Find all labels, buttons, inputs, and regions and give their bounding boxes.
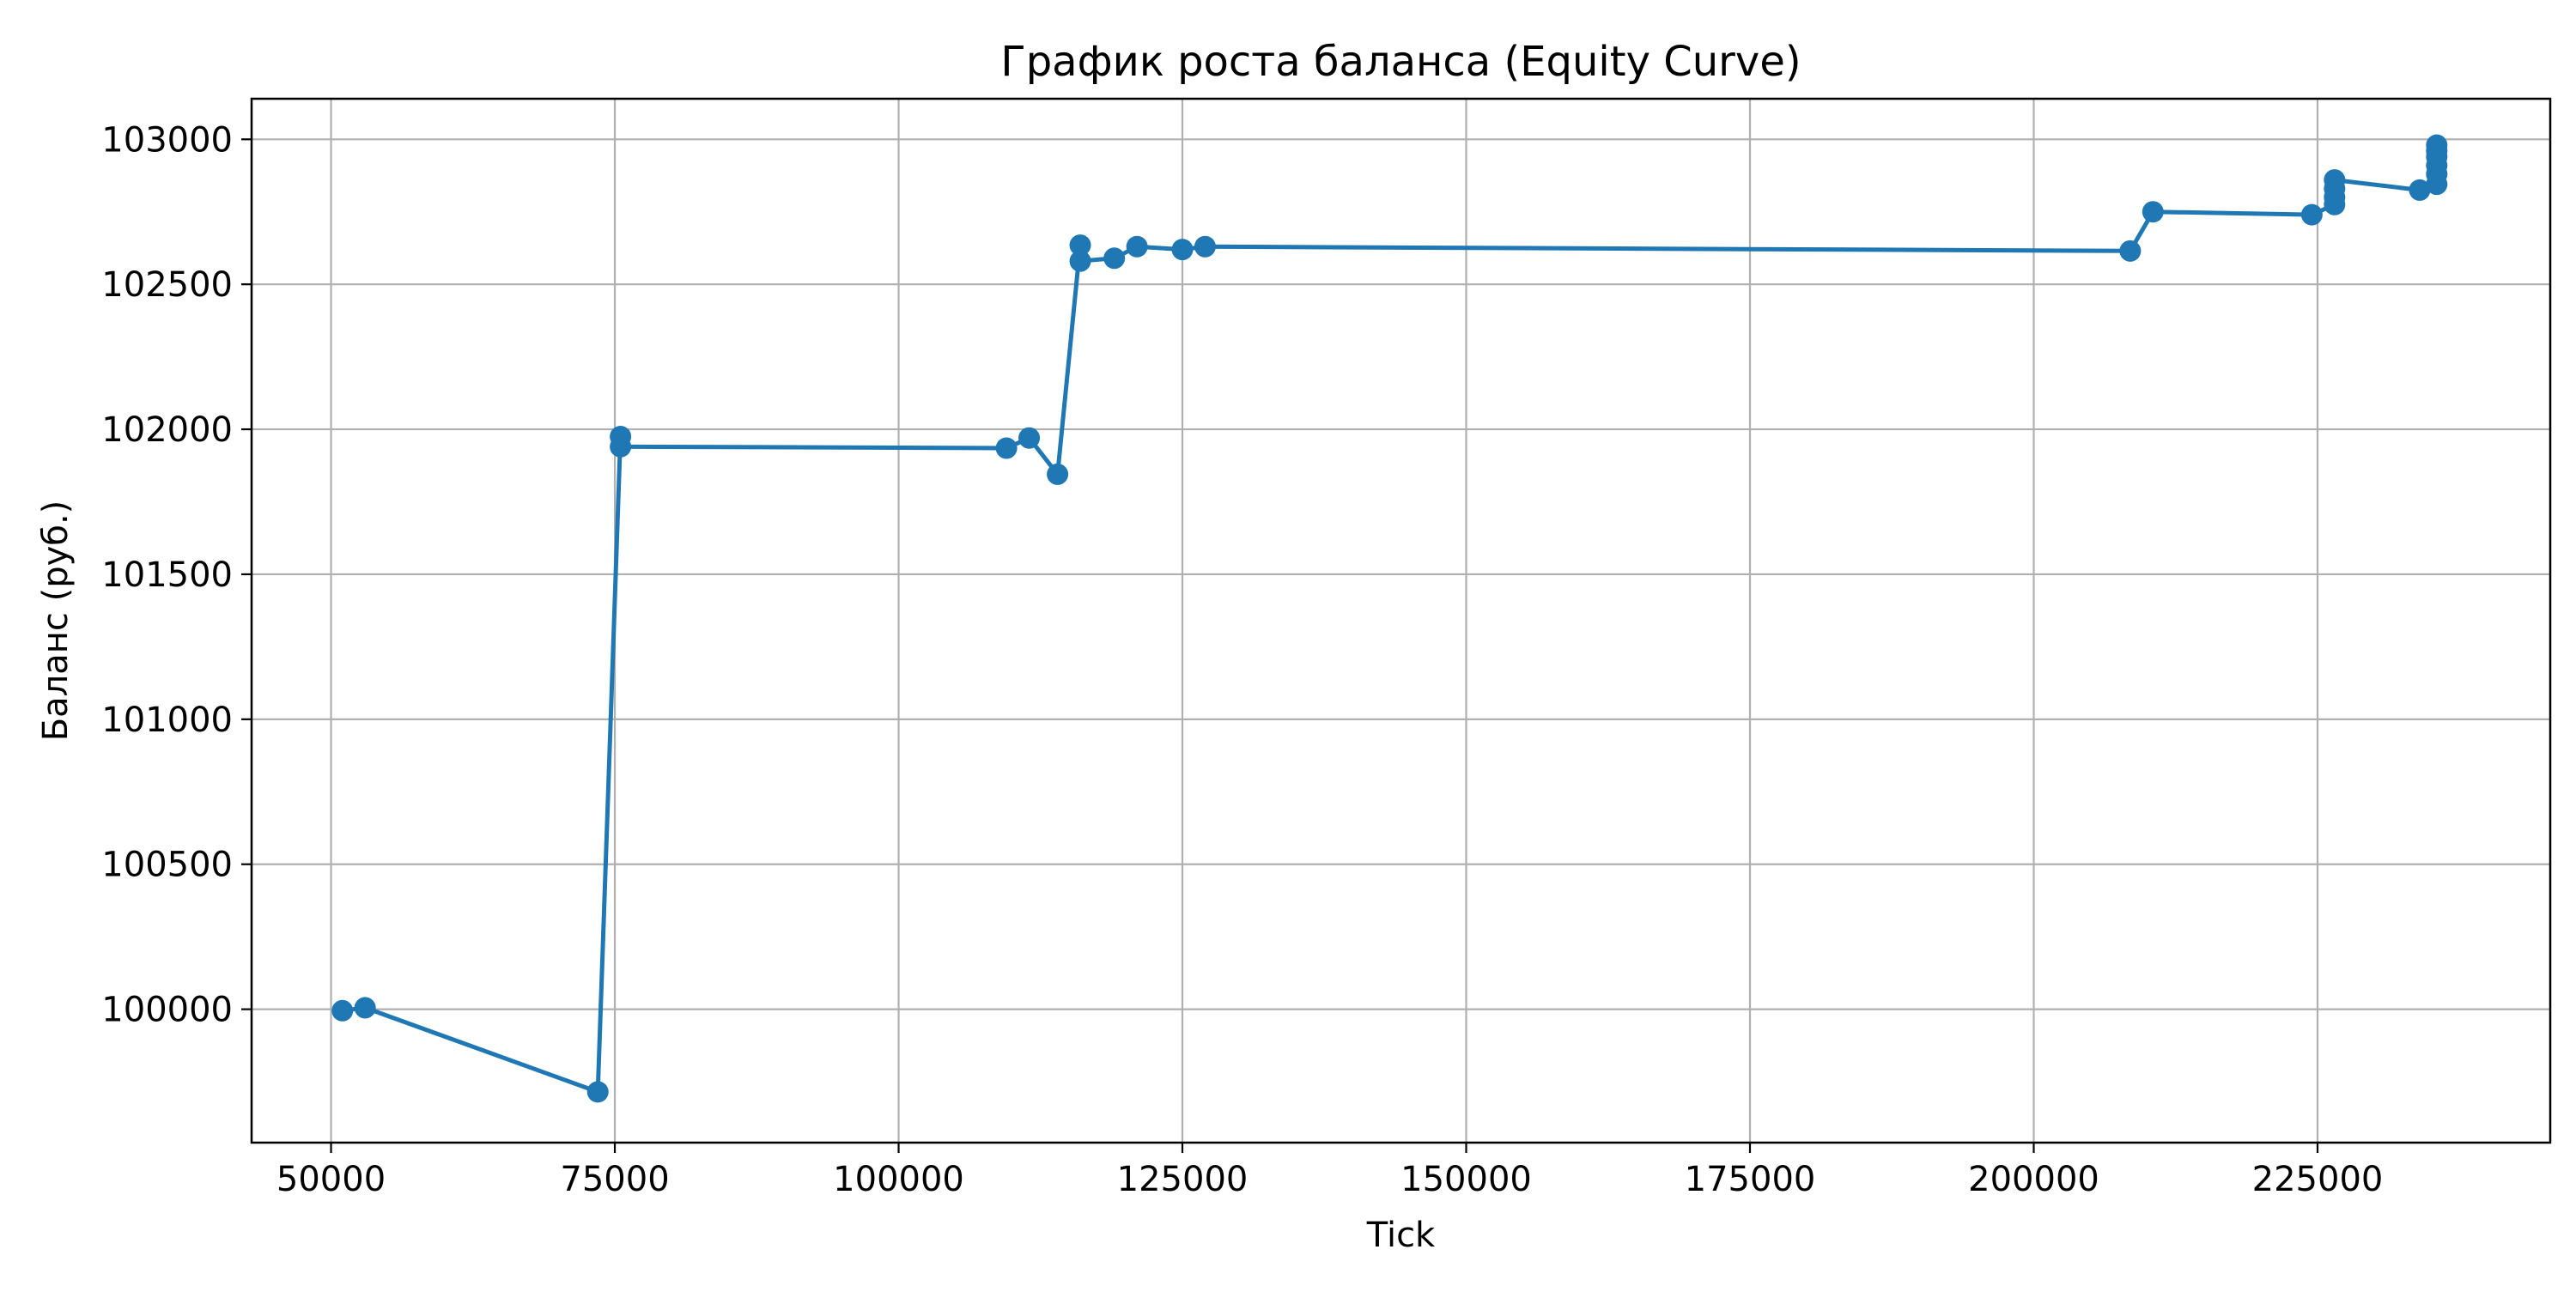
series-layer	[331, 134, 2448, 1103]
data-point	[2142, 201, 2164, 223]
x-tick-label: 200000	[1968, 1160, 2099, 1199]
data-point	[2409, 179, 2431, 201]
data-point	[610, 435, 632, 458]
grid-lines	[252, 99, 2550, 1143]
x-tick-label: 100000	[833, 1160, 964, 1199]
data-point	[995, 437, 1018, 459]
x-axis-label: Tick	[1366, 1216, 1436, 1255]
data-point	[1126, 235, 1148, 258]
y-tick-label: 102000	[101, 410, 233, 450]
x-tick-label: 75000	[560, 1160, 669, 1199]
x-tick-label: 150000	[1400, 1160, 1532, 1199]
y-tick-label: 100500	[101, 846, 233, 885]
x-tick-label: 225000	[2252, 1160, 2384, 1199]
tick-layer: 50000 75000 100000 125000 150000 175000 200000…	[101, 120, 2383, 1199]
x-tick-label: 175000	[1685, 1160, 1816, 1199]
data-point	[2426, 134, 2448, 156]
y-axis-label: Баланс (руб.)	[36, 500, 76, 742]
plot-frame	[250, 97, 2552, 1144]
y-tick-label: 103000	[101, 120, 233, 160]
data-point	[1069, 250, 1091, 272]
x-tick-label: 50000	[276, 1160, 386, 1199]
data-point	[2119, 240, 2142, 262]
data-point	[1194, 235, 1216, 258]
data-point	[1018, 427, 1041, 449]
data-point	[354, 997, 376, 1019]
y-tick-label: 101000	[101, 701, 233, 740]
data-point	[1069, 234, 1091, 257]
data-point	[2300, 203, 2323, 226]
x-tick-label: 125000	[1117, 1160, 1249, 1199]
data-point	[2324, 169, 2346, 191]
y-tick-label: 101500	[101, 555, 233, 595]
data-point	[1047, 463, 1069, 485]
y-tick-label: 100000	[101, 991, 233, 1030]
chart-title: График роста баланса (Equity Curve)	[1000, 38, 1801, 86]
data-point	[1103, 247, 1126, 270]
data-point	[331, 999, 354, 1022]
data-point	[586, 1081, 609, 1103]
data-point	[1171, 239, 1194, 261]
y-tick-label: 102500	[101, 265, 233, 305]
